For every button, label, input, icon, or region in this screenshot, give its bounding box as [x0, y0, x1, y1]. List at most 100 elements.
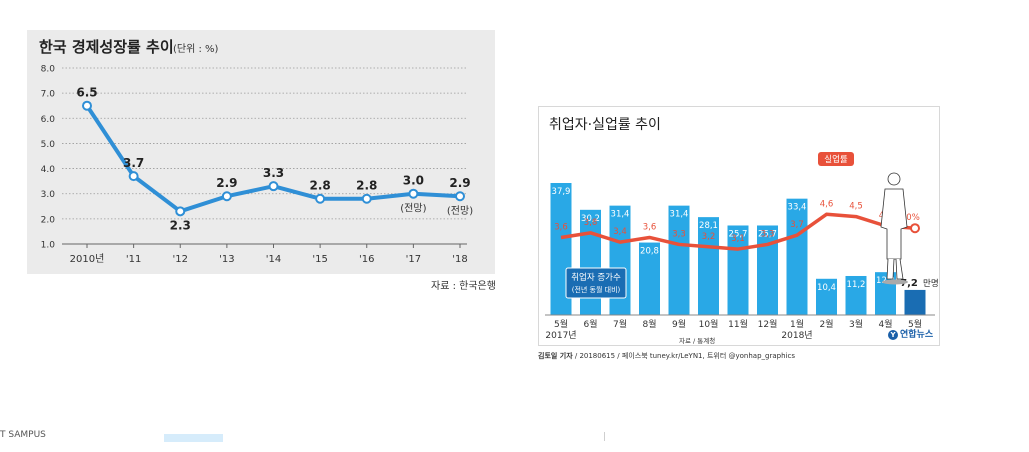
bar — [698, 217, 719, 315]
data-point — [361, 193, 372, 204]
x-tick-label: 11월 — [728, 318, 748, 330]
chart-title: 한국 경제성장률 추이 — [39, 38, 174, 56]
x-tick-label: 3월 — [849, 318, 863, 330]
bar — [668, 205, 690, 315]
y-tick-label: 1.0 — [41, 241, 56, 251]
bar-label: 28,1 — [699, 221, 718, 231]
bar-label: 20,8 — [640, 247, 659, 257]
bar-unit: 만명 — [923, 278, 939, 289]
line-label: 3,1 — [731, 234, 745, 244]
x-tick-label: '15 — [312, 254, 327, 265]
data-label: 2.3 — [170, 218, 191, 232]
x-tick-label: 7월 — [613, 318, 627, 330]
data-point — [315, 193, 326, 204]
x-tick-label: 8월 — [642, 318, 656, 330]
line-legend-label: 실업률 — [824, 154, 848, 165]
data-annotation: (전망) — [447, 205, 473, 217]
y-tick-label: 5.0 — [41, 140, 56, 150]
yonhap-logo-icon: Y — [888, 329, 898, 340]
x-tick-label: 12월 — [758, 318, 778, 330]
data-point — [408, 188, 419, 199]
growth-rate-chart-svg: 한국 경제성장률 추이 (단위 : %) 8.0 7.0 6.0 5.0 4.0 3.0 2.0… — [39, 38, 473, 265]
line-label: 3,3 — [672, 229, 686, 239]
footer-text: T SAMPUS — [0, 430, 46, 440]
line-label: 3,4 — [613, 227, 627, 237]
x-tick-label: '17 — [406, 254, 421, 265]
bar-label: 10,4 — [817, 283, 836, 293]
person-illustration — [880, 172, 908, 285]
employment-chart: 취업자·실업률 추이 37,9 30,2 31,4 20,8 31,4 28,1 25,7 25… — [538, 106, 940, 346]
bar-label: 11,2 — [847, 280, 866, 290]
year-label: 2017년 — [545, 330, 576, 341]
line-label: 4,6 — [820, 199, 834, 209]
data-point — [221, 191, 232, 202]
x-tick-label: 9월 — [672, 318, 686, 330]
x-tick-label: 1월 — [790, 318, 804, 330]
bar-label: 37,9 — [552, 187, 571, 197]
yonhap-logo: Y 연합뉴스 — [888, 327, 933, 340]
bar-label: 25,7 — [758, 229, 777, 239]
x-tick-label: '18 — [452, 254, 467, 265]
line-label: 4,0% — [898, 213, 920, 223]
bar-label: 7,2 — [900, 278, 918, 289]
x-tick-label: '16 — [359, 254, 374, 265]
x-tick-label: 6월 — [583, 318, 597, 330]
x-tick-label: '12 — [173, 254, 188, 265]
bar — [609, 205, 631, 315]
data-label: 6.5 — [76, 86, 97, 100]
data-point — [455, 191, 465, 202]
data-point — [128, 171, 139, 182]
x-tick-label: 10월 — [699, 318, 719, 330]
footer-bar — [164, 434, 223, 442]
x-tick-label: '14 — [266, 254, 281, 265]
data-point — [268, 181, 279, 192]
y-tick-label: 2.0 — [41, 215, 56, 225]
line-label: 3,3 — [761, 229, 775, 239]
data-label: 3.3 — [263, 166, 284, 180]
line-point — [910, 223, 920, 234]
growth-source: 자료 : 한국은행 — [431, 281, 496, 292]
logo-text: 연합뉴스 — [900, 330, 934, 340]
x-tick-label: 5월 — [908, 318, 922, 330]
y-tick-label: 7.0 — [41, 90, 56, 100]
line-label: 3,6 — [643, 222, 657, 232]
person-body — [880, 188, 908, 260]
data-label: 2.9 — [449, 176, 470, 190]
bar-legend-box — [565, 267, 627, 299]
employment-chart-svg: 취업자·실업률 추이 37,9 30,2 31,4 20,8 31,4 28,1 25,7 25… — [545, 117, 939, 345]
person-head — [887, 172, 901, 186]
bar-label: 25,7 — [729, 229, 748, 239]
bar-legend-label: 취업자 증가수 — [571, 273, 621, 283]
x-tick-label: 4월 — [878, 318, 892, 330]
employment-source: 자료 / 통계청 — [679, 336, 715, 345]
bar-label: 30,2 — [581, 214, 600, 224]
y-tick-label: 8.0 — [41, 65, 56, 75]
employment-credit: 김토일 기자 / 20180615 / 페이스북 tuney.kr/LeYN1,… — [538, 351, 795, 361]
bar — [904, 289, 926, 315]
data-label: 3.7 — [123, 156, 144, 170]
person-shadow — [882, 279, 908, 285]
line-label: 3,6 — [554, 222, 568, 232]
year-label: 2018년 — [781, 330, 812, 341]
bar — [786, 198, 808, 315]
data-point — [175, 206, 186, 217]
line-label: 3,2 — [702, 232, 716, 242]
bar — [845, 275, 867, 315]
bar — [639, 242, 660, 315]
line-label: 3,7 — [790, 220, 804, 230]
x-tick-label: 2월 — [819, 318, 833, 330]
line-label: 4,5 — [849, 202, 863, 212]
data-label: 3.0 — [403, 174, 424, 188]
x-tick-label: 5월 — [554, 318, 568, 330]
data-label: 2.8 — [309, 179, 330, 193]
bar-legend-sub: (전년 동월 대비) — [572, 285, 621, 294]
bar-label: 31,4 — [611, 210, 630, 220]
y-tick-label: 6.0 — [41, 115, 56, 125]
credit-rest: / 20180615 / 페이스북 tuney.kr/LeYN1, 트위터 @y… — [572, 352, 795, 360]
y-tick-label: 4.0 — [41, 165, 56, 175]
data-label: 2.9 — [216, 176, 237, 190]
chart-title: 취업자·실업률 추이 — [549, 117, 661, 133]
data-label: 2.8 — [356, 179, 377, 193]
bar — [816, 278, 837, 315]
x-tick-label: '11 — [126, 254, 141, 265]
